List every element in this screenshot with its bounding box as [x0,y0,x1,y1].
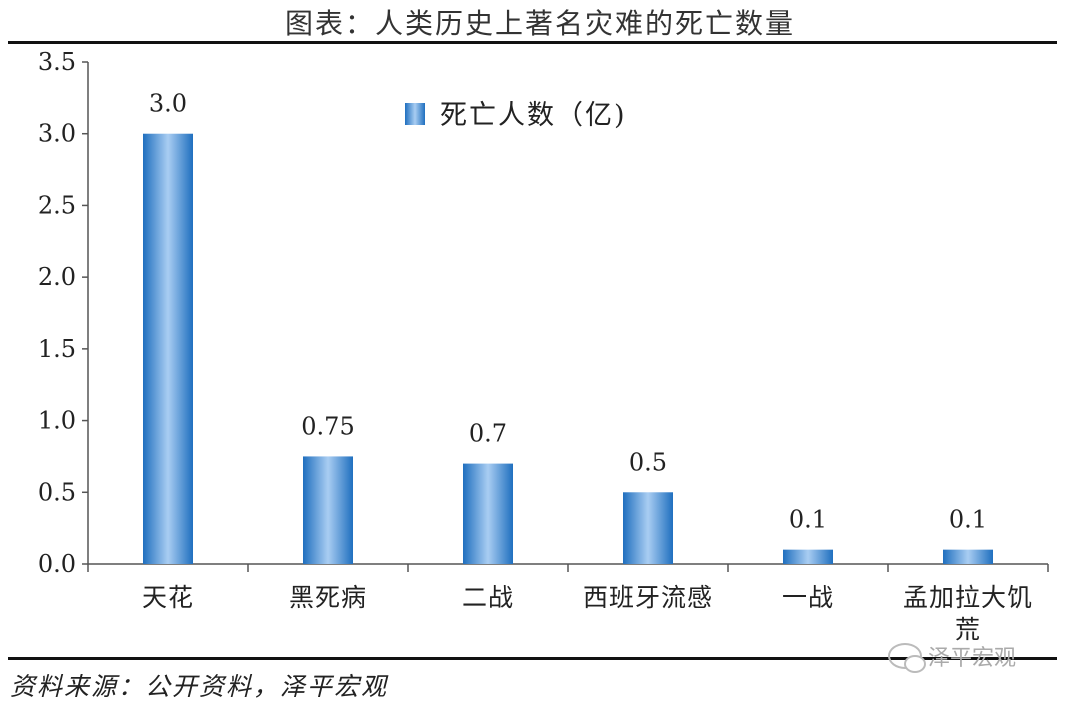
data-label: 0.1 [789,506,827,534]
bar [303,456,353,564]
y-tick-label: 0.5 [38,478,76,506]
bar [623,492,673,564]
watermark-text: 泽平宏观 [928,646,1017,671]
data-label: 0.7 [469,420,507,448]
bottom-rule [8,657,1057,660]
data-label: 0.1 [949,506,987,534]
wechat-icon [888,643,926,673]
legend-swatch [405,103,425,125]
chart-title: 图表：人类历史上著名灾难的死亡数量 [284,7,795,40]
data-label: 0.5 [629,448,667,476]
y-tick-label: 0.0 [38,550,76,578]
x-category-label: 天花 [142,583,194,612]
x-category-label: 二战 [462,583,514,612]
bar [143,133,193,564]
y-tick-label: 1.5 [38,335,76,363]
bar [783,549,833,564]
data-label: 0.75 [301,412,354,440]
y-tick-label: 2.5 [38,191,76,219]
source-note: 资料来源：公开资料，泽平宏观 [10,672,389,701]
x-category-label: 一战 [782,583,834,612]
y-tick-label: 3.5 [38,48,76,76]
data-label: 3.0 [149,90,187,118]
watermark: 泽平宏观 [888,640,1017,673]
top-rule [8,41,1057,44]
y-tick-label: 2.0 [38,263,76,291]
x-category-label: 黑死病 [289,583,367,612]
y-tick-label: 1.0 [38,407,76,435]
x-category-label: 荒 [955,615,981,644]
x-category-label: 西班牙流感 [583,583,713,612]
legend-label: 死亡人数（亿) [440,100,627,131]
x-category-label: 孟加拉大饥 [903,583,1033,612]
bar [463,463,513,564]
y-tick-label: 3.0 [38,120,76,148]
bar [943,549,993,564]
